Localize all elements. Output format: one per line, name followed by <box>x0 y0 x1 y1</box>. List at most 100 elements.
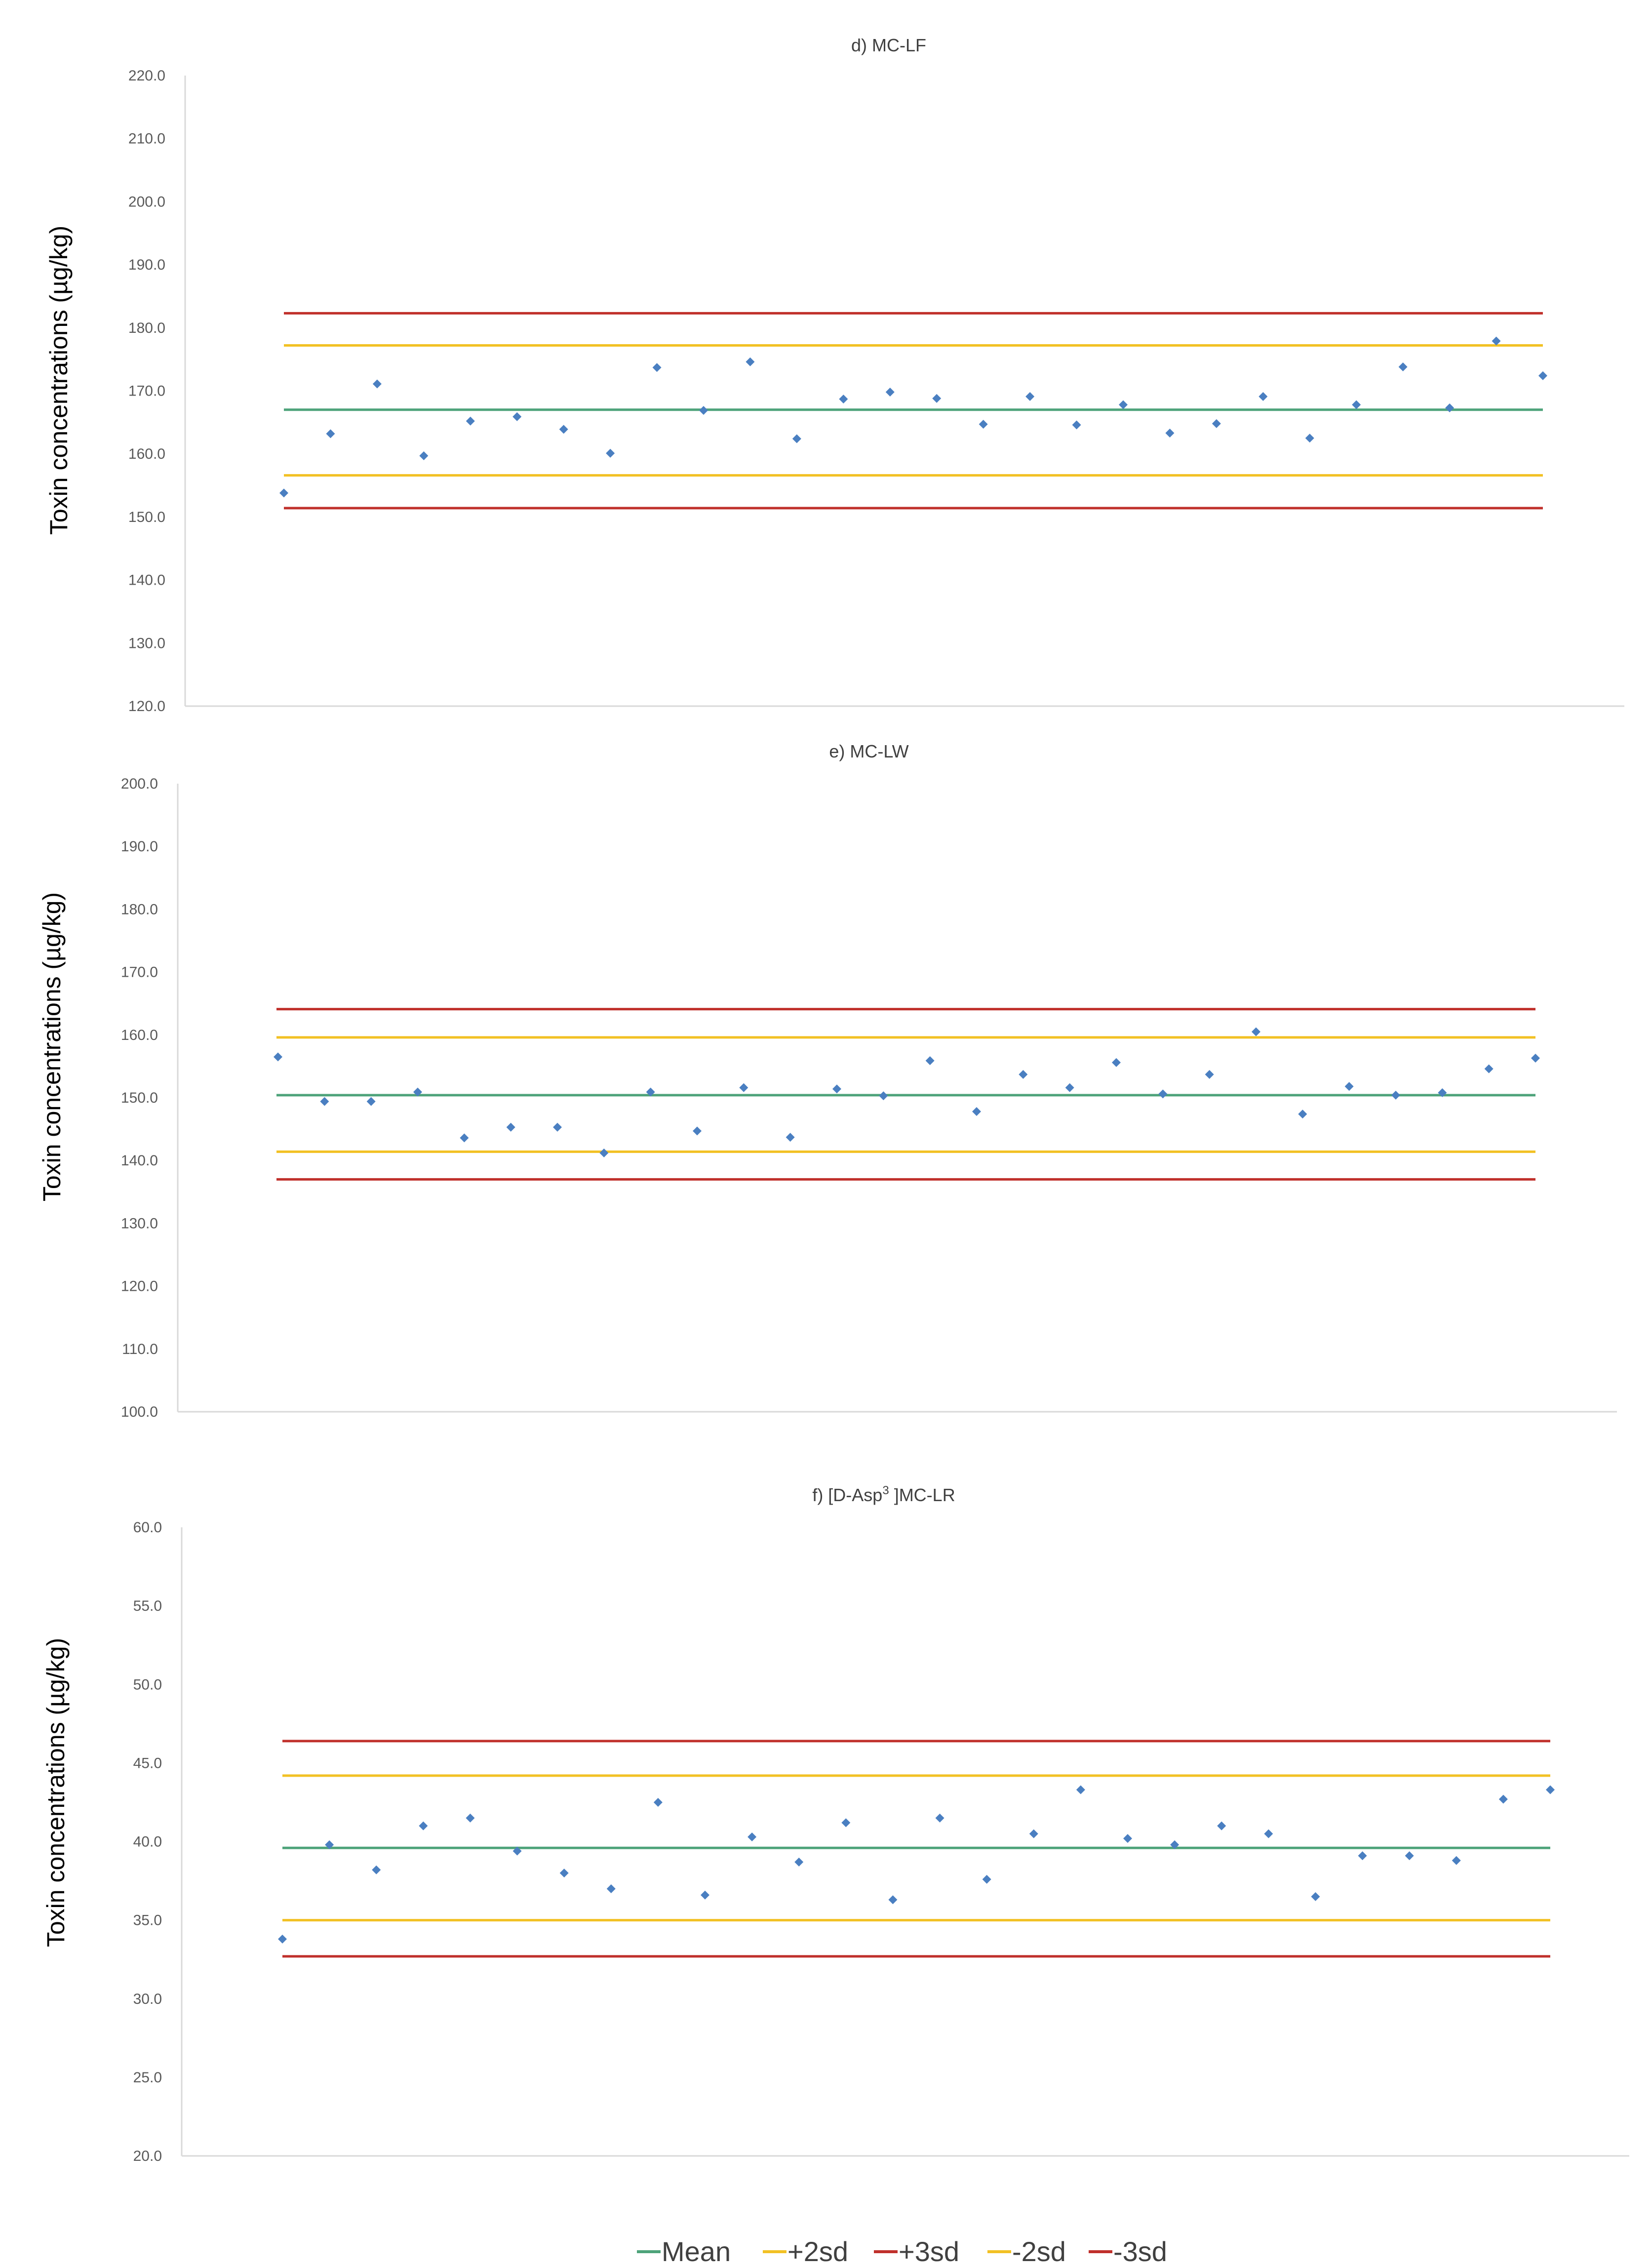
panel-d-data-point <box>699 406 708 415</box>
panel-e-data-point <box>413 1087 422 1097</box>
panel-f-data-point <box>1311 1892 1320 1901</box>
legend-minus3sd-label: -3sd <box>1113 2236 1167 2267</box>
panel-f-points <box>278 1785 1555 1944</box>
panel-d-y-ticks: 120.0 130.0 140.0 150.0 160.0 170.0 180.0 190.0… <box>128 68 165 715</box>
panel-e-data-point <box>646 1087 655 1097</box>
panel-f-data-point <box>794 1857 804 1867</box>
panel-d-data-point <box>1445 403 1454 412</box>
panel-d-data-point <box>1165 429 1175 438</box>
panel-e-data-point <box>693 1126 702 1136</box>
panel-f-data-point <box>935 1813 944 1823</box>
panel-d-control-lines <box>284 312 1543 510</box>
panel-e-data-point <box>274 1052 282 1062</box>
panel-f-data-point <box>1264 1829 1273 1838</box>
panel-f-data-point <box>559 1869 569 1878</box>
panel-f-data-point <box>1029 1829 1038 1838</box>
panel-d-data-point <box>559 425 568 434</box>
panel-f-data-point <box>1498 1794 1508 1804</box>
panel-d-data-point <box>652 363 662 372</box>
panel-f-title: f) [D-Asp3 ]MC-LR <box>812 1484 955 1505</box>
panel-f-data-point <box>372 1865 381 1874</box>
panel-e-y-tick-label: 170.0 <box>121 964 158 981</box>
panel-f-data-point <box>701 1890 709 1900</box>
panel-d-data-point <box>1119 400 1128 409</box>
panel-f-data-point <box>841 1818 851 1828</box>
panel-e-data-point <box>1158 1089 1168 1099</box>
panel-f-data-point <box>1452 1856 1461 1865</box>
panel-e-points <box>274 1027 1540 1157</box>
panel-e-data-point <box>1391 1090 1400 1100</box>
panel-e-data-point <box>1205 1070 1214 1079</box>
legend-minus2sd-label: -2sd <box>1012 2236 1066 2267</box>
panel-e-mc-lw: e) MC-LW Toxin concentrations (µg/kg) 10… <box>38 741 1617 1420</box>
panel-d-data-point <box>512 412 522 421</box>
panel-d-data-point <box>979 420 988 429</box>
panel-e-y-tick-label: 200.0 <box>121 776 158 792</box>
panel-e-y-tick-label: 130.0 <box>121 1215 158 1232</box>
panel-e-y-tick-label: 190.0 <box>121 838 158 855</box>
panel-e-data-point <box>1438 1088 1447 1097</box>
panel-f-y-axis-label: Toxin concentrations (µg/kg) <box>42 1638 70 1947</box>
panel-e-y-tick-label: 110.0 <box>122 1341 158 1357</box>
panel-d-y-tick-label: 220.0 <box>128 68 165 84</box>
panel-e-data-point <box>786 1133 795 1142</box>
panel-e-data-point <box>832 1084 841 1094</box>
panel-d-data-point <box>1398 362 1408 371</box>
legend: Mean +2sd +3sd -2sd -3sd <box>637 2236 1167 2267</box>
panel-d-y-tick-label: 150.0 <box>128 509 165 525</box>
panel-d-y-tick-label: 200.0 <box>128 194 165 210</box>
panel-f-y-tick-label: 20.0 <box>133 2148 162 2164</box>
panel-d-y-tick-label: 120.0 <box>128 698 165 715</box>
panel-e-y-tick-label: 100.0 <box>121 1404 158 1420</box>
panel-d-data-point <box>885 388 895 397</box>
panel-e-data-point <box>1112 1058 1121 1067</box>
panel-f-data-point <box>606 1884 616 1893</box>
panel-f-data-point <box>325 1840 334 1849</box>
panel-f-y-tick-label: 35.0 <box>133 1912 162 1929</box>
panel-d-mc-lf: d) MC-LF Toxin concentrations (µg/kg) 12… <box>45 35 1624 715</box>
panel-d-y-tick-label: 160.0 <box>128 446 165 462</box>
panel-f-data-point <box>278 1934 287 1944</box>
panel-e-y-tick-label: 160.0 <box>121 1027 158 1043</box>
panel-d-y-tick-label: 170.0 <box>128 383 165 399</box>
panel-e-data-point <box>506 1122 515 1132</box>
panel-d-data-point <box>1072 420 1081 430</box>
panel-f-data-point <box>1217 1821 1226 1830</box>
panel-d-data-point <box>372 379 382 389</box>
panel-e-control-lines <box>276 1008 1535 1181</box>
panel-e-data-point <box>1298 1110 1307 1119</box>
panel-e-data-point <box>925 1056 935 1065</box>
panel-e-data-point <box>599 1148 609 1157</box>
panel-d-data-point <box>1212 419 1221 428</box>
panel-f-data-point <box>888 1895 898 1905</box>
panel-f-data-point <box>1546 1785 1555 1794</box>
panel-e-y-tick-label: 140.0 <box>121 1153 158 1169</box>
panel-f-control-lines <box>282 1740 1550 1958</box>
panel-f-data-point <box>1123 1834 1132 1843</box>
panel-e-data-point <box>739 1083 748 1092</box>
panel-d-data-point <box>1352 400 1361 409</box>
panel-d-data-point <box>419 451 429 461</box>
panel-f-data-point <box>1405 1851 1414 1861</box>
panel-f-y-tick-label: 30.0 <box>133 1991 162 2007</box>
panel-d-y-tick-label: 180.0 <box>128 320 165 336</box>
panel-d-y-tick-label: 140.0 <box>128 572 165 589</box>
panel-f-y-tick-label: 60.0 <box>133 1519 162 1536</box>
panel-d-data-point <box>326 429 335 438</box>
panel-f-data-point <box>1358 1851 1367 1861</box>
panel-f-data-point <box>512 1846 522 1856</box>
panel-e-data-point <box>972 1107 981 1116</box>
panel-e-y-tick-label: 180.0 <box>121 901 158 917</box>
panel-f-data-point <box>419 1821 428 1830</box>
panel-d-data-point <box>746 357 755 366</box>
panel-d-data-point <box>932 394 942 403</box>
panel-e-data-point <box>460 1133 469 1143</box>
panel-d-data-point <box>839 395 848 404</box>
panel-d-data-point <box>606 448 615 458</box>
panel-e-data-point <box>1252 1027 1260 1036</box>
panel-f-data-point <box>466 1813 475 1823</box>
panel-f-data-point <box>1170 1840 1179 1849</box>
panel-e-y-tick-label: 150.0 <box>121 1090 158 1106</box>
panel-d-y-tick-label: 190.0 <box>128 257 165 273</box>
